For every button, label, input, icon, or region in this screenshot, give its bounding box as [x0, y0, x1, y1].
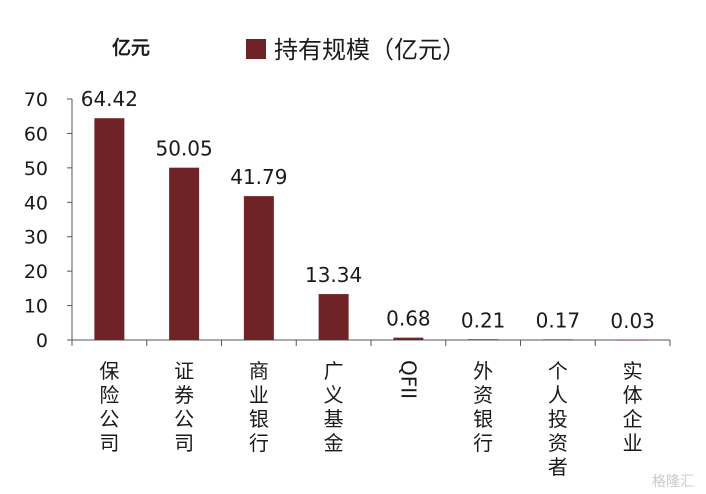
y-tick-label: 0: [36, 330, 48, 352]
y-axis-ticks: 0 10 20 30 40 50 60 70: [24, 89, 72, 352]
data-label: 0.03: [610, 309, 655, 333]
legend-label: 持有规模（亿元）: [274, 36, 466, 64]
y-tick-label: 40: [24, 192, 48, 214]
bar: [468, 339, 499, 340]
y-tick-label: 10: [24, 296, 48, 318]
data-label: 50.05: [155, 137, 212, 161]
bars: [94, 118, 648, 341]
data-label: 0.21: [461, 308, 506, 332]
data-label: 64.42: [81, 87, 138, 111]
y-tick-label: 60: [24, 123, 48, 145]
bar: [617, 339, 648, 341]
watermark: 格隆汇: [652, 474, 694, 490]
y-axis-unit: 亿元: [112, 36, 150, 59]
bar: [169, 167, 200, 340]
bar: [243, 196, 274, 340]
category-label: 保险公司: [99, 359, 119, 455]
category-label: 实体企业: [623, 359, 643, 455]
bar: [393, 337, 424, 340]
category-label: 商业银行: [249, 359, 269, 455]
category-label: 外资银行: [473, 359, 493, 455]
data-labels: 64.42 50.05 41.79 13.34 0.68 0.21 0.17 0.03: [81, 87, 655, 333]
y-tick-label: 70: [24, 89, 48, 111]
data-label: 0.17: [536, 308, 581, 332]
y-tick-label: 20: [24, 261, 48, 283]
category-labels: 保险公司 证券公司 商业银行 广义基金 QFII 外资银行 个人投资者 实体企业: [99, 359, 642, 479]
legend-swatch: [246, 39, 266, 59]
category-label: 广义基金: [324, 359, 344, 455]
data-label: 13.34: [305, 263, 362, 287]
y-tick-label: 30: [24, 227, 48, 249]
category-label: 证券公司: [174, 359, 194, 455]
category-label: QFII: [396, 360, 420, 399]
bar: [94, 118, 125, 340]
y-tick-label: 50: [24, 158, 48, 180]
data-label: 0.68: [386, 307, 431, 331]
data-label: 41.79: [230, 165, 287, 189]
bar: [542, 339, 573, 341]
category-label: 个人投资者: [548, 359, 568, 479]
bar: [318, 294, 349, 340]
